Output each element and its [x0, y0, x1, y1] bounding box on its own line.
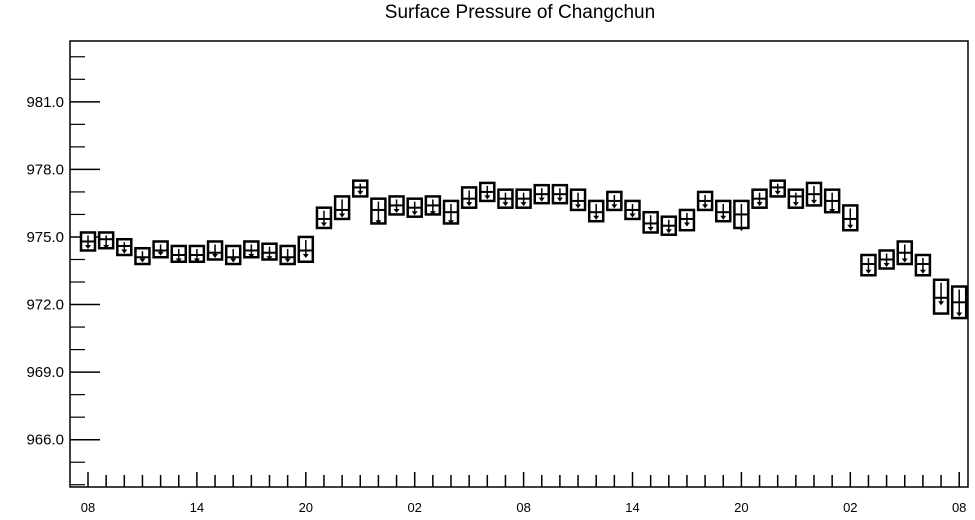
mean-marker	[883, 263, 890, 267]
mean-marker	[647, 226, 654, 231]
mean-marker	[230, 258, 237, 263]
mean-marker	[157, 251, 164, 256]
mean-marker	[411, 211, 418, 216]
mean-marker	[175, 258, 182, 263]
mean-marker	[683, 222, 690, 227]
mean-marker	[429, 211, 436, 216]
mean-marker	[103, 244, 110, 249]
mean-marker	[792, 202, 799, 207]
chart-title: Surface Pressure of Changchun	[384, 2, 656, 23]
box-series	[79, 179, 968, 320]
mean-marker	[774, 190, 781, 195]
mean-marker	[720, 215, 727, 220]
mean-marker	[538, 197, 545, 202]
mean-marker	[266, 256, 273, 261]
mean-marker	[956, 312, 963, 317]
mean-marker	[611, 204, 618, 209]
mean-marker	[393, 208, 400, 213]
mean-marker	[121, 249, 128, 254]
mean-marker	[85, 244, 91, 249]
x-tick-label: 20	[299, 500, 313, 515]
mean-marker	[829, 208, 836, 213]
mean-marker	[193, 258, 200, 263]
y-tick-label: 969.0	[26, 364, 64, 381]
mean-marker	[738, 226, 745, 231]
mean-marker	[448, 220, 454, 225]
mean-marker	[938, 301, 945, 306]
mean-marker	[865, 269, 872, 274]
mean-marker	[320, 222, 327, 227]
x-tick-label: 20	[734, 500, 748, 515]
mean-marker	[556, 197, 563, 202]
mean-marker	[212, 253, 219, 258]
mean-marker	[502, 202, 509, 207]
mean-marker	[665, 229, 672, 234]
y-tick-label: 966.0	[26, 432, 64, 449]
mean-marker	[357, 190, 364, 195]
mean-marker	[575, 204, 582, 209]
plot-frame	[69, 40, 969, 488]
mean-marker	[629, 213, 636, 218]
x-tick-label: 08	[81, 500, 95, 515]
mean-marker	[484, 195, 491, 200]
mean-marker	[302, 253, 309, 258]
mean-marker	[919, 269, 926, 274]
x-tick-label: 14	[625, 500, 639, 515]
mean-marker	[847, 224, 854, 229]
y-tick-label: 972.0	[26, 297, 64, 314]
mean-marker	[520, 202, 527, 207]
x-axis: 08 14 20 02 08 14 20 02 08	[81, 472, 966, 515]
y-axis: 966.0 969.0 972.0 975.0 978.0 981.0	[26, 56, 100, 486]
y-tick-label: 978.0	[26, 161, 64, 178]
x-tick-label: 08	[952, 500, 966, 515]
x-tick-label: 02	[843, 500, 857, 515]
x-tick-label: 02	[407, 500, 421, 515]
mean-marker	[375, 220, 382, 225]
mean-marker	[139, 258, 146, 263]
mean-marker	[339, 213, 346, 218]
y-tick-label: 975.0	[26, 229, 64, 246]
x-tick-label: 08	[516, 500, 530, 515]
y-tick-label: 981.0	[26, 94, 64, 111]
mean-marker	[811, 199, 817, 204]
mean-marker	[248, 253, 255, 258]
mean-marker	[702, 204, 709, 209]
mean-marker	[466, 202, 473, 207]
mean-marker	[593, 215, 600, 220]
x-tick-label: 14	[190, 500, 204, 515]
mean-marker	[901, 258, 908, 263]
mean-marker	[756, 202, 763, 207]
mean-marker	[284, 258, 291, 263]
